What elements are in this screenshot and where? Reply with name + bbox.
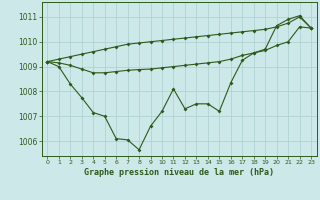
X-axis label: Graphe pression niveau de la mer (hPa): Graphe pression niveau de la mer (hPa)	[84, 168, 274, 177]
